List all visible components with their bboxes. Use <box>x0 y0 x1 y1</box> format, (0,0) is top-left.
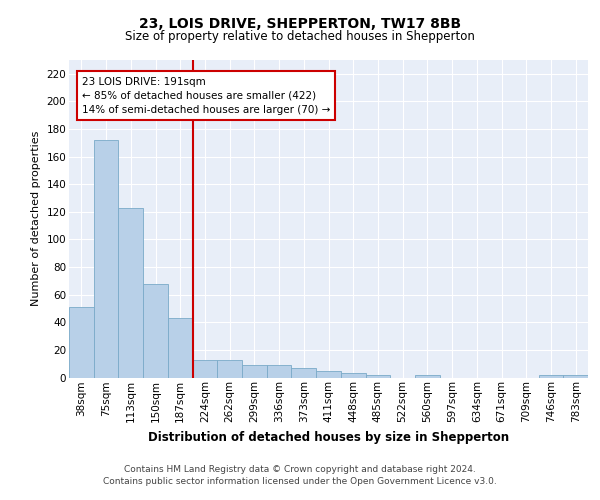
Bar <box>193 360 217 378</box>
Bar <box>94 140 118 378</box>
Bar <box>118 208 143 378</box>
Text: Contains HM Land Registry data © Crown copyright and database right 2024.: Contains HM Land Registry data © Crown c… <box>124 464 476 473</box>
Text: 23, LOIS DRIVE, SHEPPERTON, TW17 8BB: 23, LOIS DRIVE, SHEPPERTON, TW17 8BB <box>139 18 461 32</box>
Bar <box>316 370 341 378</box>
Y-axis label: Number of detached properties: Number of detached properties <box>31 131 41 306</box>
Bar <box>69 307 94 378</box>
Bar <box>415 374 440 378</box>
Bar <box>217 360 242 378</box>
Bar <box>267 365 292 378</box>
Bar <box>168 318 193 378</box>
Bar <box>539 374 563 378</box>
Bar <box>292 368 316 378</box>
Bar <box>563 374 588 378</box>
Bar <box>242 365 267 378</box>
Bar <box>341 374 365 378</box>
Text: Size of property relative to detached houses in Shepperton: Size of property relative to detached ho… <box>125 30 475 43</box>
Text: Contains public sector information licensed under the Open Government Licence v3: Contains public sector information licen… <box>103 476 497 486</box>
Text: Distribution of detached houses by size in Shepperton: Distribution of detached houses by size … <box>148 431 509 444</box>
Bar <box>143 284 168 378</box>
Text: 23 LOIS DRIVE: 191sqm
← 85% of detached houses are smaller (422)
14% of semi-det: 23 LOIS DRIVE: 191sqm ← 85% of detached … <box>82 76 330 114</box>
Bar <box>365 374 390 378</box>
